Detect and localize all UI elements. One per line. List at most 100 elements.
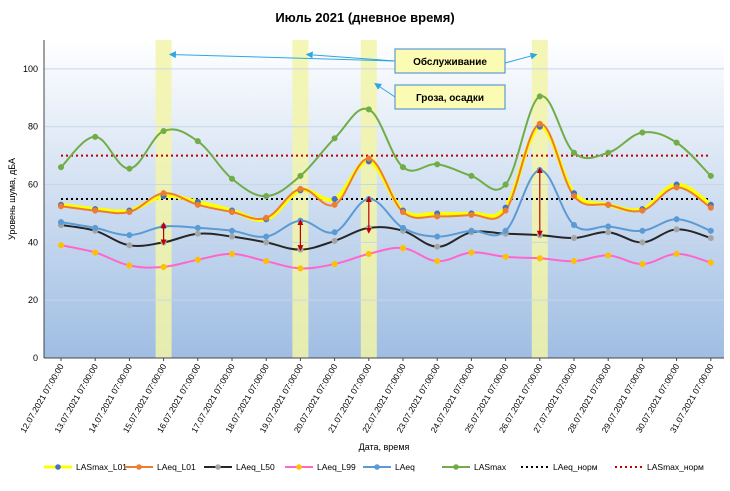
annotation-box bbox=[394, 48, 506, 74]
data-point bbox=[126, 242, 133, 249]
data-point bbox=[707, 172, 714, 179]
data-point bbox=[228, 227, 236, 234]
data-point bbox=[365, 106, 372, 113]
legend-item: LASmax_L01 bbox=[44, 462, 127, 472]
data-point bbox=[468, 211, 475, 218]
data-point bbox=[194, 230, 201, 237]
data-point bbox=[263, 193, 270, 200]
data-point bbox=[365, 155, 372, 162]
y-tick-label: 100 bbox=[23, 64, 38, 74]
data-point bbox=[399, 224, 407, 231]
annotation-arrow bbox=[168, 51, 396, 62]
y-tick-label: 0 bbox=[33, 353, 38, 363]
legend-item: LAeq_L99 bbox=[285, 462, 356, 472]
data-point bbox=[228, 250, 236, 257]
data-point bbox=[434, 258, 441, 265]
data-point bbox=[263, 239, 270, 246]
data-point bbox=[331, 135, 338, 142]
legend-marker bbox=[55, 464, 61, 470]
series-line bbox=[60, 122, 712, 221]
data-point bbox=[92, 207, 99, 214]
data-point bbox=[502, 227, 509, 234]
data-point bbox=[707, 259, 714, 266]
data-point bbox=[570, 234, 578, 242]
data-point bbox=[57, 219, 65, 226]
data-point bbox=[331, 260, 338, 268]
data-point bbox=[263, 214, 270, 221]
difference-arrows bbox=[160, 167, 543, 252]
data-point bbox=[605, 252, 612, 259]
legend-label: LAeq_L50 bbox=[236, 462, 275, 472]
data-point bbox=[673, 226, 680, 233]
data-point bbox=[297, 265, 304, 272]
legend-label: LAeq bbox=[395, 462, 415, 472]
annotation-text: Гроза, осадки bbox=[416, 93, 484, 104]
series-line bbox=[60, 95, 712, 198]
data-point bbox=[228, 175, 236, 182]
data-point bbox=[126, 208, 133, 216]
data-point bbox=[639, 207, 646, 214]
legend-label: LAeq_L01 bbox=[157, 462, 196, 472]
data-point bbox=[639, 129, 646, 136]
data-point bbox=[502, 207, 509, 214]
data-point bbox=[673, 250, 680, 257]
legend-marker bbox=[374, 464, 380, 470]
data-point bbox=[228, 233, 236, 240]
data-point bbox=[331, 201, 338, 208]
data-point bbox=[399, 208, 407, 216]
data-point bbox=[673, 184, 680, 191]
annotation-arrow bbox=[374, 82, 396, 98]
data-point bbox=[331, 195, 338, 203]
y-tick-label: 80 bbox=[28, 122, 38, 132]
data-point bbox=[263, 233, 270, 240]
data-point bbox=[365, 250, 372, 257]
legend-item: LAeq_L01 bbox=[125, 462, 196, 472]
legend-label: LAeq_L99 bbox=[317, 462, 356, 472]
legend-marker bbox=[136, 464, 142, 470]
data-point bbox=[92, 249, 99, 256]
data-point bbox=[639, 239, 646, 246]
annotation-text: Обслуживание bbox=[413, 56, 487, 68]
data-point bbox=[399, 245, 407, 252]
data-point bbox=[228, 208, 236, 216]
data-point bbox=[707, 227, 714, 234]
y-axis-label: Уровень шума, дБА bbox=[7, 158, 17, 240]
legend-marker bbox=[215, 464, 221, 470]
data-point bbox=[126, 262, 133, 269]
legend: LASmax_L01 LAeq_L01 LAeq_L50 LAeq_L99 LAeq LA… bbox=[44, 462, 704, 472]
data-point bbox=[468, 227, 475, 234]
annotation-callout: Обслуживание bbox=[168, 48, 538, 74]
data-point bbox=[57, 203, 65, 210]
data-point bbox=[605, 149, 612, 156]
annotation-arrow bbox=[504, 52, 538, 64]
annotation-box bbox=[394, 84, 506, 110]
legend-item: LAeq bbox=[363, 462, 415, 472]
y-tick-label: 20 bbox=[28, 295, 38, 305]
data-point bbox=[194, 256, 201, 263]
legend-item: LAeq_L50 bbox=[204, 462, 275, 472]
data-point bbox=[639, 227, 646, 234]
data-point bbox=[570, 221, 578, 229]
data-point bbox=[502, 253, 509, 260]
data-point bbox=[331, 229, 338, 236]
data-point bbox=[434, 233, 441, 240]
data-point bbox=[160, 190, 167, 197]
data-point bbox=[570, 193, 578, 200]
legend-label: LASmax_норм bbox=[647, 462, 704, 472]
data-point bbox=[57, 242, 65, 249]
data-point bbox=[468, 249, 475, 256]
annotation-callout: Гроза, осадки bbox=[374, 82, 506, 110]
annotations: Обслуживание Гроза, осадки bbox=[168, 48, 538, 110]
highlight-band bbox=[292, 40, 309, 358]
data-point bbox=[126, 165, 133, 172]
data-point bbox=[434, 243, 441, 250]
data-point bbox=[92, 133, 99, 140]
chart-title: Июль 2021 (дневное время) bbox=[275, 10, 454, 25]
data-point bbox=[194, 138, 201, 145]
data-point bbox=[194, 224, 201, 231]
legend-item: LASmax_норм bbox=[615, 462, 704, 472]
data-point bbox=[160, 128, 167, 135]
